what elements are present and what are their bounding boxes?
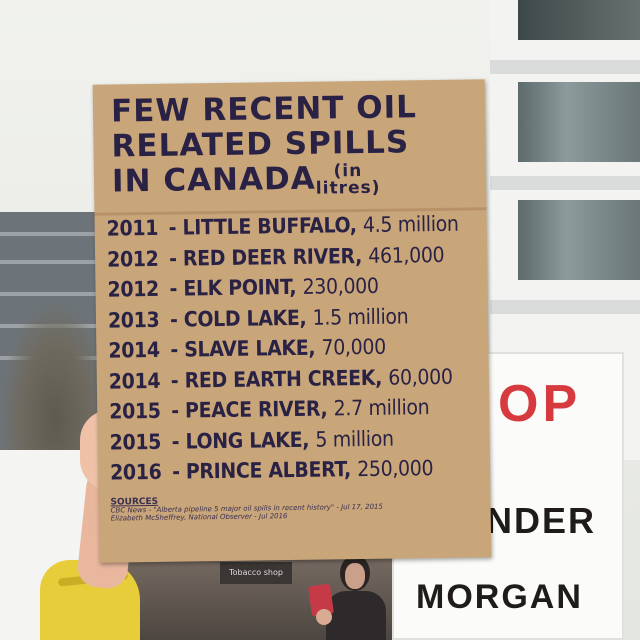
protest-sign-line-1: OP	[498, 375, 582, 433]
spill-place: ELK POINT,	[183, 274, 297, 301]
spill-year: 2015	[109, 429, 162, 455]
spill-year: 2011	[106, 215, 159, 241]
spill-place: RED DEER RIVER,	[182, 243, 363, 271]
spill-place: COLD LAKE,	[183, 305, 307, 332]
spill-volume: 70,000	[321, 334, 386, 360]
headline-line-3: IN CANADA	[111, 160, 316, 200]
spill-year: 2015	[109, 398, 161, 424]
spill-volume: 2.7 million	[333, 395, 430, 421]
spill-year: 2012	[106, 246, 159, 272]
spill-year: 2014	[108, 368, 161, 394]
sign-headline: FEW RECENT OIL RELATED SPILLS IN CANADA(…	[111, 89, 472, 200]
headline-line-2: RELATED SPILLS	[111, 124, 410, 165]
units-line-2: litres)	[315, 177, 381, 199]
protest-sign-line-3: MORGAN	[416, 578, 583, 616]
spill-volume: 461,000	[368, 242, 445, 268]
building-balcony	[490, 60, 640, 74]
building-balcony	[490, 300, 640, 314]
cardboard-sign: FEW RECENT OIL RELATED SPILLS IN CANADA(…	[92, 79, 492, 563]
spill-volume: 1.5 million	[312, 303, 409, 330]
building-floor-line	[0, 232, 120, 236]
person-face	[345, 563, 365, 589]
spill-volume: 230,000	[302, 273, 379, 299]
building-floor-line	[0, 260, 120, 264]
spill-place: RED EARTH CREEK,	[184, 365, 383, 393]
headline-line-3-wrap: IN CANADA (in litres)	[112, 159, 472, 200]
spill-volume: 250,000	[357, 456, 434, 482]
sources-block: SOURCES CBC News - "Alberta pipeline 5 m…	[110, 493, 482, 523]
spill-year: 2013	[107, 307, 160, 333]
spill-volume: 60,000	[388, 364, 453, 390]
person-body	[326, 591, 386, 640]
spill-year: 2016	[109, 459, 162, 485]
storefront-sign: Tobacco shop	[220, 562, 292, 584]
protest-sign-line-2: NDER	[486, 500, 597, 541]
spill-volume: 5 million	[315, 426, 394, 452]
spill-volume: 4.5 million	[362, 211, 459, 237]
spill-place: LITTLE BUFFALO,	[182, 213, 357, 240]
headline-line-1: FEW RECENT OIL	[110, 89, 418, 130]
spill-list: 2011- LITTLE BUFFALO, 4.5 million 2012- …	[107, 211, 487, 491]
person-hand	[316, 609, 332, 625]
spill-place: PRINCE ALBERT,	[185, 457, 352, 484]
spill-year: 2014	[108, 337, 160, 363]
spill-year: 2012	[107, 276, 160, 302]
building-window	[518, 0, 640, 40]
bystander-with-phone	[308, 555, 388, 640]
building-balcony	[490, 176, 640, 190]
spill-place: SLAVE LAKE,	[184, 335, 316, 362]
building-floor-line	[0, 292, 120, 296]
spill-place: LONG LAKE,	[185, 427, 310, 453]
spill-row: 2016- PRINCE ALBERT, 250,000	[109, 456, 434, 485]
units-note: (in litres)	[315, 161, 381, 199]
building-window	[518, 200, 640, 280]
building-window	[518, 82, 640, 162]
spill-place: PEACE RIVER,	[184, 396, 328, 423]
